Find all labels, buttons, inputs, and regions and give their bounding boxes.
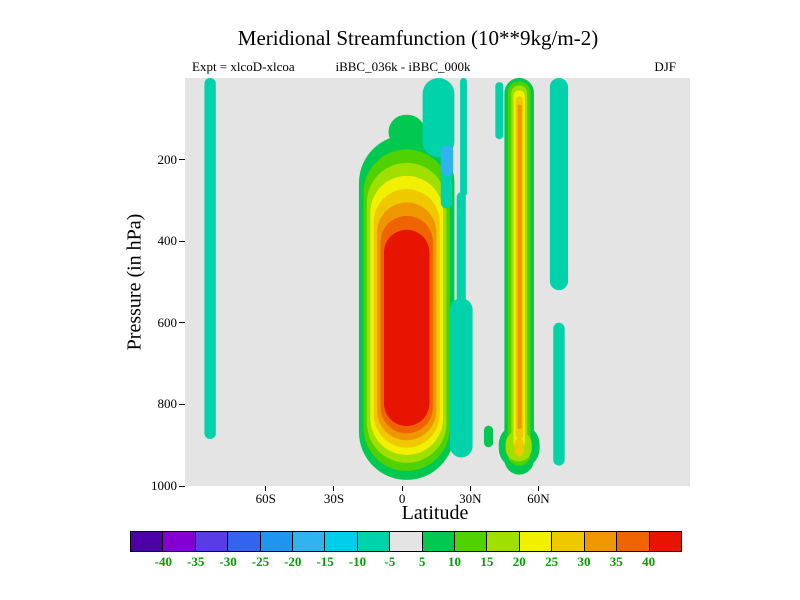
colorbar-label: 15 bbox=[480, 554, 494, 569]
colorbar-label: 40 bbox=[642, 554, 656, 569]
y-tick-mark bbox=[179, 403, 185, 405]
colorbar-cell bbox=[260, 532, 294, 551]
contour-subtropical-negative-link bbox=[456, 192, 466, 309]
y-tick-mark bbox=[179, 159, 185, 161]
x-tick-label: 60N bbox=[527, 491, 550, 506]
x-tick-mark bbox=[401, 486, 403, 491]
chart-title: Meridional Streamfunction (10**9kg/m-2) bbox=[237, 26, 599, 50]
contour-subtropical-negative-bulge bbox=[449, 298, 473, 458]
runs-difference-label: iBBC_036k - iBBC_000k bbox=[335, 59, 471, 74]
colorbar-cell bbox=[487, 532, 520, 551]
colorbar-cell bbox=[195, 532, 229, 551]
x-tick-mark bbox=[265, 486, 267, 491]
colorbar-label: 30 bbox=[577, 554, 591, 569]
colorbar-label: 20 bbox=[512, 554, 526, 569]
colorbar-cell bbox=[455, 532, 488, 551]
colorbar bbox=[130, 531, 682, 552]
colorbar-label: -20 bbox=[284, 554, 302, 569]
season-label: DJF bbox=[654, 59, 676, 74]
colorbar-cell bbox=[390, 532, 423, 551]
x-axis-label: Latitude bbox=[401, 502, 469, 524]
colorbar-label: -40 bbox=[154, 554, 173, 569]
y-tick-mark bbox=[179, 485, 185, 487]
colorbar-label: -15 bbox=[316, 554, 334, 569]
colorbar-label: 35 bbox=[609, 554, 623, 569]
x-tick-label: 30N bbox=[459, 491, 482, 506]
colorbar-cell bbox=[228, 532, 261, 551]
y-tick-mark bbox=[179, 322, 185, 324]
contour-ferrel-stripe-bottom-dot-25 bbox=[514, 438, 524, 457]
colorbar-label: 5 bbox=[418, 554, 426, 569]
colorbar-cell bbox=[649, 532, 681, 551]
contour-hadley-cell-level-40 bbox=[383, 229, 430, 427]
colorbar-cell bbox=[519, 532, 553, 551]
y-tick-mark bbox=[179, 240, 185, 242]
colorbar-cell bbox=[584, 532, 618, 551]
colorbar-label: 25 bbox=[545, 554, 559, 569]
colorbar-cell bbox=[325, 532, 358, 551]
contour-plot-canvas bbox=[185, 78, 690, 486]
colorbar-cell bbox=[422, 532, 456, 551]
colorbar-label: -35 bbox=[187, 554, 205, 569]
contour-ferrel-stripe-level-30 bbox=[517, 104, 522, 429]
contour-tropical-upper-negative-blob bbox=[422, 78, 455, 158]
contour-polar-negative-stripe-lower bbox=[553, 322, 565, 466]
y-tick-label: 800 bbox=[157, 396, 178, 412]
y-tick-label: 400 bbox=[157, 233, 178, 249]
x-tick-mark bbox=[469, 486, 471, 491]
y-tick-label: 600 bbox=[157, 314, 178, 330]
contour-polar-negative-stripe-upper bbox=[549, 78, 569, 291]
colorbar-label: -5 bbox=[384, 554, 396, 569]
x-tick-mark bbox=[333, 486, 335, 491]
colorbar-label: -30 bbox=[219, 554, 237, 569]
colorbar-label: 10 bbox=[448, 554, 462, 569]
colorbar-label: -25 bbox=[251, 554, 270, 569]
colorbar-cell bbox=[131, 532, 164, 551]
colorbar-cell bbox=[617, 532, 650, 551]
x-tick-label: 30S bbox=[323, 491, 345, 506]
colorbar-cell bbox=[163, 532, 196, 551]
contour-subtropical-negative-spike bbox=[460, 78, 467, 197]
experiment-label: Expt = xlcoD-xlcoa bbox=[192, 59, 295, 74]
x-tick-label: 0 bbox=[398, 491, 406, 506]
contour-tropical-upper-blue-spot bbox=[440, 145, 454, 176]
y-tick-label: 200 bbox=[157, 151, 178, 167]
colorbar-cell bbox=[357, 532, 391, 551]
contour-midlatitude-negative-wisp bbox=[495, 82, 504, 140]
colorbar-label: -10 bbox=[348, 554, 367, 569]
contour-hadley-cell-top-nub bbox=[388, 114, 425, 150]
colorbar-cell bbox=[552, 532, 585, 551]
y-tick-label: 1000 bbox=[151, 478, 177, 493]
contour-antarctic-negative-stripe bbox=[204, 78, 216, 440]
x-tick-label: 60S bbox=[255, 491, 276, 506]
x-tick-mark bbox=[538, 486, 539, 491]
colorbar-cell bbox=[293, 532, 326, 551]
contour-midlatitude-green-dot bbox=[483, 425, 494, 448]
